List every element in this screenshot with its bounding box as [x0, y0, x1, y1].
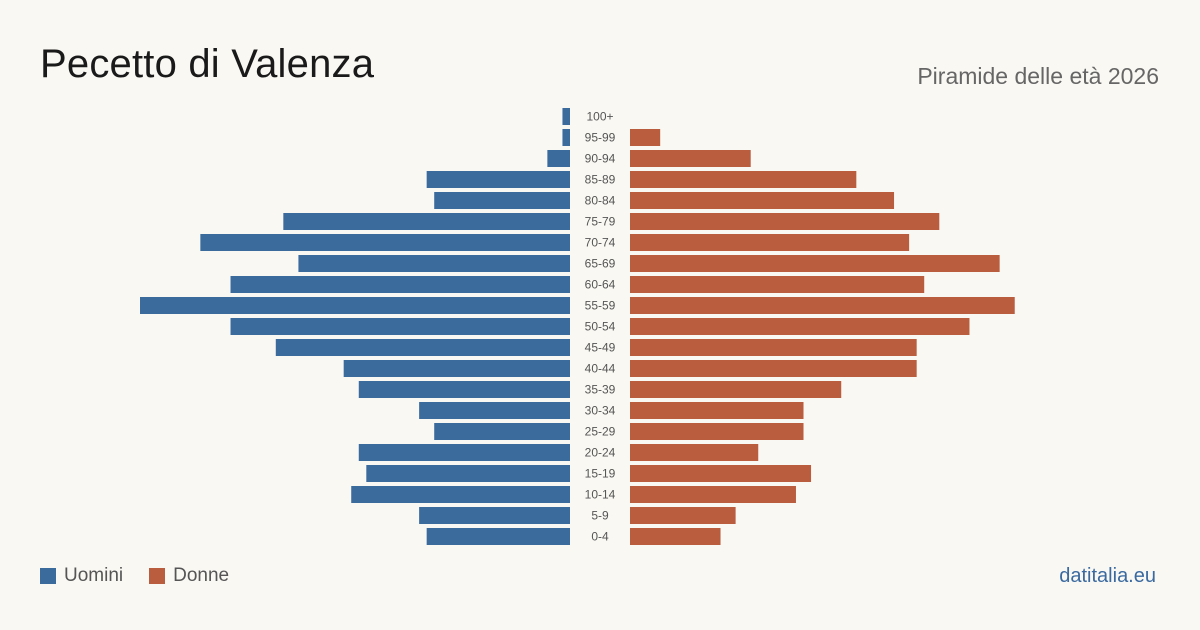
bar-men-95-99: [562, 129, 570, 146]
bar-men-75-79: [283, 213, 570, 230]
bar-men-90-94: [547, 150, 570, 167]
bar-women-5-9: [630, 507, 736, 524]
age-label-70-74: 70-74: [585, 236, 616, 250]
legend-label-men: Uomini: [64, 565, 124, 586]
bar-women-95-99: [630, 129, 661, 146]
bar-men-70-74: [200, 234, 570, 251]
age-label-10-14: 10-14: [585, 488, 616, 502]
bar-women-45-49: [630, 339, 917, 356]
bar-women-15-19: [630, 465, 812, 482]
legend-label-women: Donne: [173, 565, 230, 586]
bar-women-35-39: [630, 381, 842, 398]
bar-men-45-49: [275, 339, 570, 356]
bar-men-80-84: [434, 192, 570, 209]
bar-men-5-9: [419, 507, 570, 524]
age-label-0-4: 0-4: [591, 530, 609, 544]
legend-item-women: Donne: [149, 565, 229, 587]
age-label-5-9: 5-9: [591, 509, 609, 523]
legend: Uomini Donne: [40, 565, 255, 587]
age-label-45-49: 45-49: [585, 341, 616, 355]
bar-men-85-89: [426, 171, 570, 188]
age-label-25-29: 25-29: [585, 425, 616, 439]
chart-subtitle: Piramide delle età 2026: [917, 63, 1159, 89]
bar-men-40-44: [343, 360, 570, 377]
bar-men-15-19: [366, 465, 570, 482]
age-label-20-24: 20-24: [585, 446, 616, 460]
bar-women-60-64: [630, 276, 925, 293]
bar-men-20-24: [358, 444, 570, 461]
bar-women-20-24: [630, 444, 759, 461]
age-label-85-89: 85-89: [585, 173, 616, 187]
bar-women-90-94: [630, 150, 751, 167]
age-label-80-84: 80-84: [585, 194, 616, 208]
women-swatch: [149, 568, 166, 584]
page-title: Pecetto di Valenza: [40, 42, 375, 86]
bar-women-25-29: [630, 423, 804, 440]
bar-women-50-54: [630, 318, 970, 335]
age-label-15-19: 15-19: [585, 467, 616, 481]
source-link[interactable]: datitalia.eu: [1059, 565, 1156, 587]
bar-women-10-14: [630, 486, 796, 503]
bar-women-85-89: [630, 171, 857, 188]
men-swatch: [40, 568, 56, 584]
bar-women-30-34: [630, 402, 804, 419]
bar-men-100+: [562, 108, 570, 125]
bar-men-65-69: [298, 255, 570, 272]
age-label-100+: 100+: [586, 110, 613, 124]
age-label-35-39: 35-39: [585, 383, 616, 397]
bar-women-75-79: [630, 213, 940, 230]
bar-men-0-4: [426, 528, 570, 545]
legend-item-men: Uomini: [40, 565, 123, 587]
age-label-65-69: 65-69: [585, 257, 616, 271]
age-label-60-64: 60-64: [585, 278, 616, 292]
bar-women-40-44: [630, 360, 917, 377]
bar-women-80-84: [630, 192, 895, 209]
age-label-75-79: 75-79: [585, 215, 616, 229]
bar-men-30-34: [419, 402, 570, 419]
age-label-90-94: 90-94: [585, 152, 616, 166]
bar-women-70-74: [630, 234, 910, 251]
age-label-55-59: 55-59: [585, 299, 616, 313]
age-label-40-44: 40-44: [585, 362, 616, 376]
bar-men-55-59: [140, 297, 570, 314]
bar-women-65-69: [630, 255, 1000, 272]
age-label-30-34: 30-34: [585, 404, 616, 418]
bar-men-25-29: [434, 423, 570, 440]
age-label-95-99: 95-99: [585, 131, 616, 145]
bar-men-60-64: [230, 276, 571, 293]
bar-women-0-4: [630, 528, 721, 545]
bar-men-50-54: [230, 318, 571, 335]
bar-men-10-14: [351, 486, 570, 503]
age-label-50-54: 50-54: [585, 320, 616, 334]
bar-women-55-59: [630, 297, 1015, 314]
bar-men-35-39: [358, 381, 570, 398]
